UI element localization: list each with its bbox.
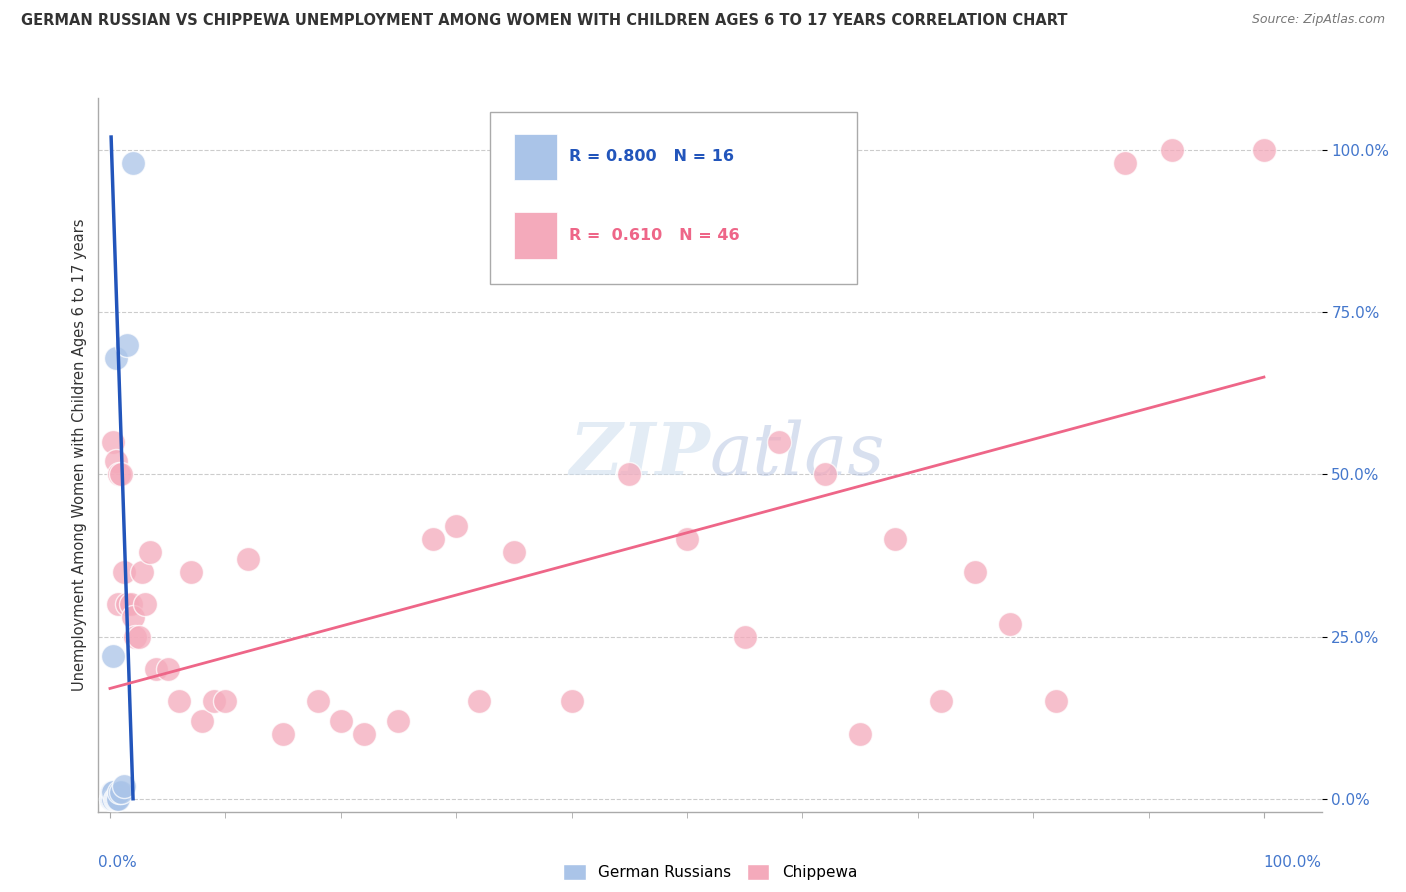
Point	[502, 545, 524, 559]
Point	[107, 791, 129, 805]
Point	[120, 597, 142, 611]
Point	[1160, 143, 1182, 157]
Point	[191, 714, 214, 728]
Point	[561, 694, 583, 708]
Text: GERMAN RUSSIAN VS CHIPPEWA UNEMPLOYMENT AMONG WOMEN WITH CHILDREN AGES 6 TO 17 Y: GERMAN RUSSIAN VS CHIPPEWA UNEMPLOYMENT …	[21, 13, 1067, 29]
Point	[1114, 156, 1136, 170]
Point	[107, 597, 129, 611]
Point	[110, 467, 132, 482]
Point	[202, 694, 225, 708]
Point	[883, 533, 905, 547]
FancyBboxPatch shape	[489, 112, 856, 284]
Point	[329, 714, 352, 728]
Point	[849, 727, 872, 741]
Point	[387, 714, 409, 728]
Point	[104, 791, 127, 805]
Point	[1045, 694, 1067, 708]
Point	[444, 519, 467, 533]
Text: atlas: atlas	[710, 419, 886, 491]
Point	[734, 630, 756, 644]
Legend: German Russians, Chippewa: German Russians, Chippewa	[557, 858, 863, 886]
Text: 0.0%: 0.0%	[98, 855, 138, 870]
Point	[104, 351, 127, 365]
Point	[271, 727, 294, 741]
Point	[238, 551, 260, 566]
Point	[112, 779, 135, 793]
Point	[929, 694, 952, 708]
Point	[104, 454, 127, 468]
Point	[965, 565, 987, 579]
Point	[814, 467, 837, 482]
Point	[117, 337, 139, 351]
Point	[108, 467, 131, 482]
Point	[131, 565, 153, 579]
Point	[103, 791, 125, 805]
Point	[768, 434, 790, 449]
Point	[108, 785, 131, 799]
Point	[468, 694, 491, 708]
Point	[100, 791, 122, 805]
Point	[214, 694, 236, 708]
Text: R = 0.800   N = 16: R = 0.800 N = 16	[569, 149, 734, 164]
Point	[353, 727, 375, 741]
Point	[307, 694, 329, 708]
Point	[156, 662, 179, 676]
Point	[101, 791, 124, 805]
Point	[180, 565, 202, 579]
Point	[128, 630, 150, 644]
Point	[101, 785, 124, 799]
Point	[167, 694, 190, 708]
Point	[134, 597, 156, 611]
Point	[124, 630, 146, 644]
Point	[117, 597, 139, 611]
Point	[112, 565, 135, 579]
Point	[122, 610, 145, 624]
Point	[105, 791, 128, 805]
Point	[103, 648, 125, 663]
Point	[1253, 143, 1275, 157]
FancyBboxPatch shape	[515, 134, 557, 180]
Point	[103, 785, 125, 799]
Point	[145, 662, 167, 676]
Point	[103, 434, 125, 449]
Point	[619, 467, 641, 482]
Text: ZIP: ZIP	[569, 419, 710, 491]
Y-axis label: Unemployment Among Women with Children Ages 6 to 17 years: Unemployment Among Women with Children A…	[72, 219, 87, 691]
Text: 100.0%: 100.0%	[1264, 855, 1322, 870]
Point	[122, 156, 145, 170]
Point	[998, 616, 1021, 631]
Point	[110, 785, 132, 799]
Point	[422, 533, 444, 547]
Point	[103, 791, 125, 805]
Point	[139, 545, 162, 559]
FancyBboxPatch shape	[515, 212, 557, 259]
Text: R =  0.610   N = 46: R = 0.610 N = 46	[569, 227, 740, 243]
Point	[676, 533, 699, 547]
Text: Source: ZipAtlas.com: Source: ZipAtlas.com	[1251, 13, 1385, 27]
